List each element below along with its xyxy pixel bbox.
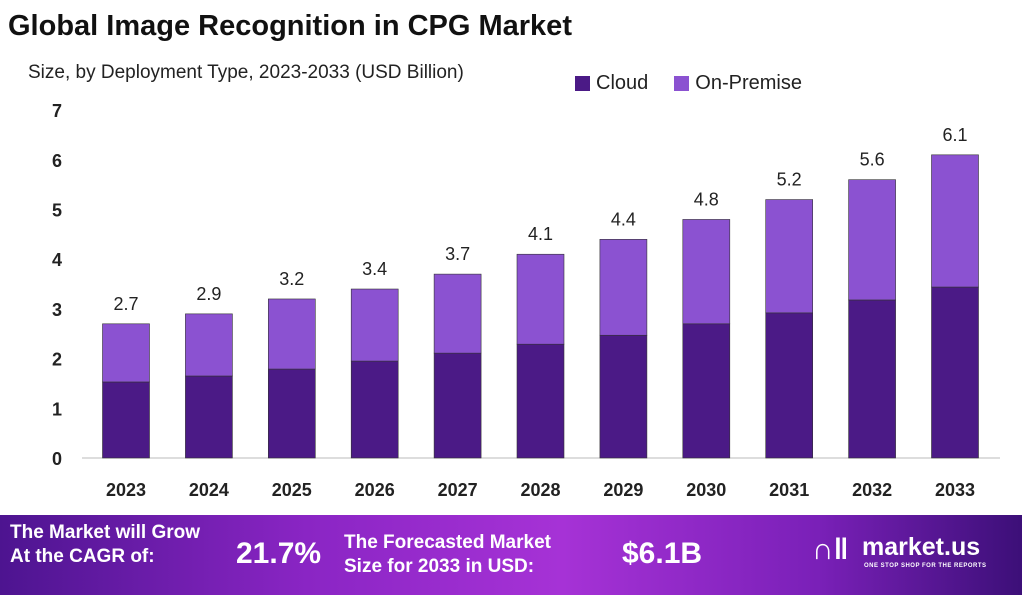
- legend-label: Cloud: [596, 72, 649, 94]
- legend-swatch-cloud: [575, 76, 590, 91]
- stacked-bar-chart: 0 1 2 3 4 5 6 7 2.7 2023 2.9 2024 3.2 2025 3.4 2026 3.7 2…: [52, 101, 1000, 500]
- x-tick-label: 2032: [852, 480, 892, 500]
- data-label: 4.8: [694, 189, 719, 209]
- x-tick-label: 2025: [272, 480, 312, 500]
- x-tick-label: 2026: [355, 480, 395, 500]
- forecast-value: $6.1B: [622, 537, 703, 570]
- logo-text: market.us: [862, 533, 981, 561]
- chart-subtitle: Size, by Deployment Type, 2023-2033 (USD…: [28, 62, 464, 83]
- x-tick-label: 2024: [189, 480, 229, 500]
- bar-cloud: [516, 343, 565, 459]
- data-label: 4.1: [528, 224, 553, 244]
- bar-cloud: [931, 286, 979, 459]
- bar-on-premise: [931, 154, 979, 288]
- legend: Cloud On-Premise: [575, 72, 802, 95]
- bar-cloud: [267, 368, 316, 459]
- bar-on-premise: [102, 323, 150, 383]
- y-tick-label: 4: [52, 250, 62, 270]
- bar-cloud: [350, 360, 399, 459]
- data-label: 6.1: [942, 125, 967, 145]
- bar-cloud: [848, 299, 896, 459]
- bar-cloud: [599, 334, 648, 459]
- bar-on-premise: [185, 313, 233, 377]
- y-tick-label: 7: [52, 101, 62, 121]
- data-label: 3.7: [445, 244, 470, 264]
- x-tick-label: 2033: [935, 480, 975, 500]
- legend-on-premise: On-Premise: [674, 72, 802, 95]
- bar-cloud: [185, 375, 233, 459]
- data-label: 2.9: [196, 284, 221, 304]
- legend-label: On-Premise: [695, 72, 802, 94]
- data-label: 3.4: [362, 259, 387, 279]
- logo-icon: ∩‖: [812, 533, 849, 566]
- data-label: 5.6: [860, 150, 885, 170]
- legend-cloud: Cloud: [575, 72, 648, 95]
- bar-on-premise: [350, 288, 399, 362]
- x-tick-label: 2023: [106, 480, 146, 500]
- y-tick-label: 1: [52, 399, 62, 419]
- y-tick-label: 3: [52, 300, 62, 320]
- y-tick-label: 2: [52, 350, 62, 370]
- bar-on-premise: [267, 298, 316, 370]
- bar-on-premise: [516, 253, 565, 345]
- forecast-label: The Forecasted Market Size for 2033 in U…: [344, 532, 551, 577]
- y-tick-label: 5: [52, 201, 62, 221]
- x-tick-label: 2031: [769, 480, 809, 500]
- x-tick-label: 2029: [603, 480, 643, 500]
- bar-cloud: [765, 312, 814, 459]
- cagr-label: The Market will Grow At the CAGR of:: [10, 522, 201, 567]
- chart-title: Global Image Recognition in CPG Market: [8, 10, 572, 42]
- x-tick-label: 2030: [686, 480, 726, 500]
- summary-banner: The Market will Grow At the CAGR of: 21.…: [0, 515, 1022, 595]
- bar-on-premise: [599, 239, 648, 336]
- cagr-value: 21.7%: [236, 537, 322, 570]
- bar-on-premise: [682, 219, 731, 325]
- y-tick-label: 0: [52, 449, 62, 469]
- bar-cloud: [433, 352, 482, 459]
- bar-on-premise: [433, 273, 482, 354]
- y-tick-label: 6: [52, 151, 62, 171]
- data-label: 4.4: [611, 209, 636, 229]
- data-label: 5.2: [777, 170, 802, 190]
- bar-cloud: [682, 323, 731, 459]
- x-tick-label: 2028: [520, 480, 560, 500]
- data-label: 2.7: [113, 294, 138, 314]
- bar-on-premise: [848, 179, 896, 301]
- legend-swatch-on-premise: [674, 76, 690, 91]
- bar-on-premise: [765, 199, 814, 314]
- x-tick-label: 2027: [438, 480, 478, 500]
- data-label: 3.2: [279, 269, 304, 289]
- logo-tagline: ONE STOP SHOP FOR THE REPORTS: [864, 563, 987, 569]
- bar-cloud: [102, 381, 150, 459]
